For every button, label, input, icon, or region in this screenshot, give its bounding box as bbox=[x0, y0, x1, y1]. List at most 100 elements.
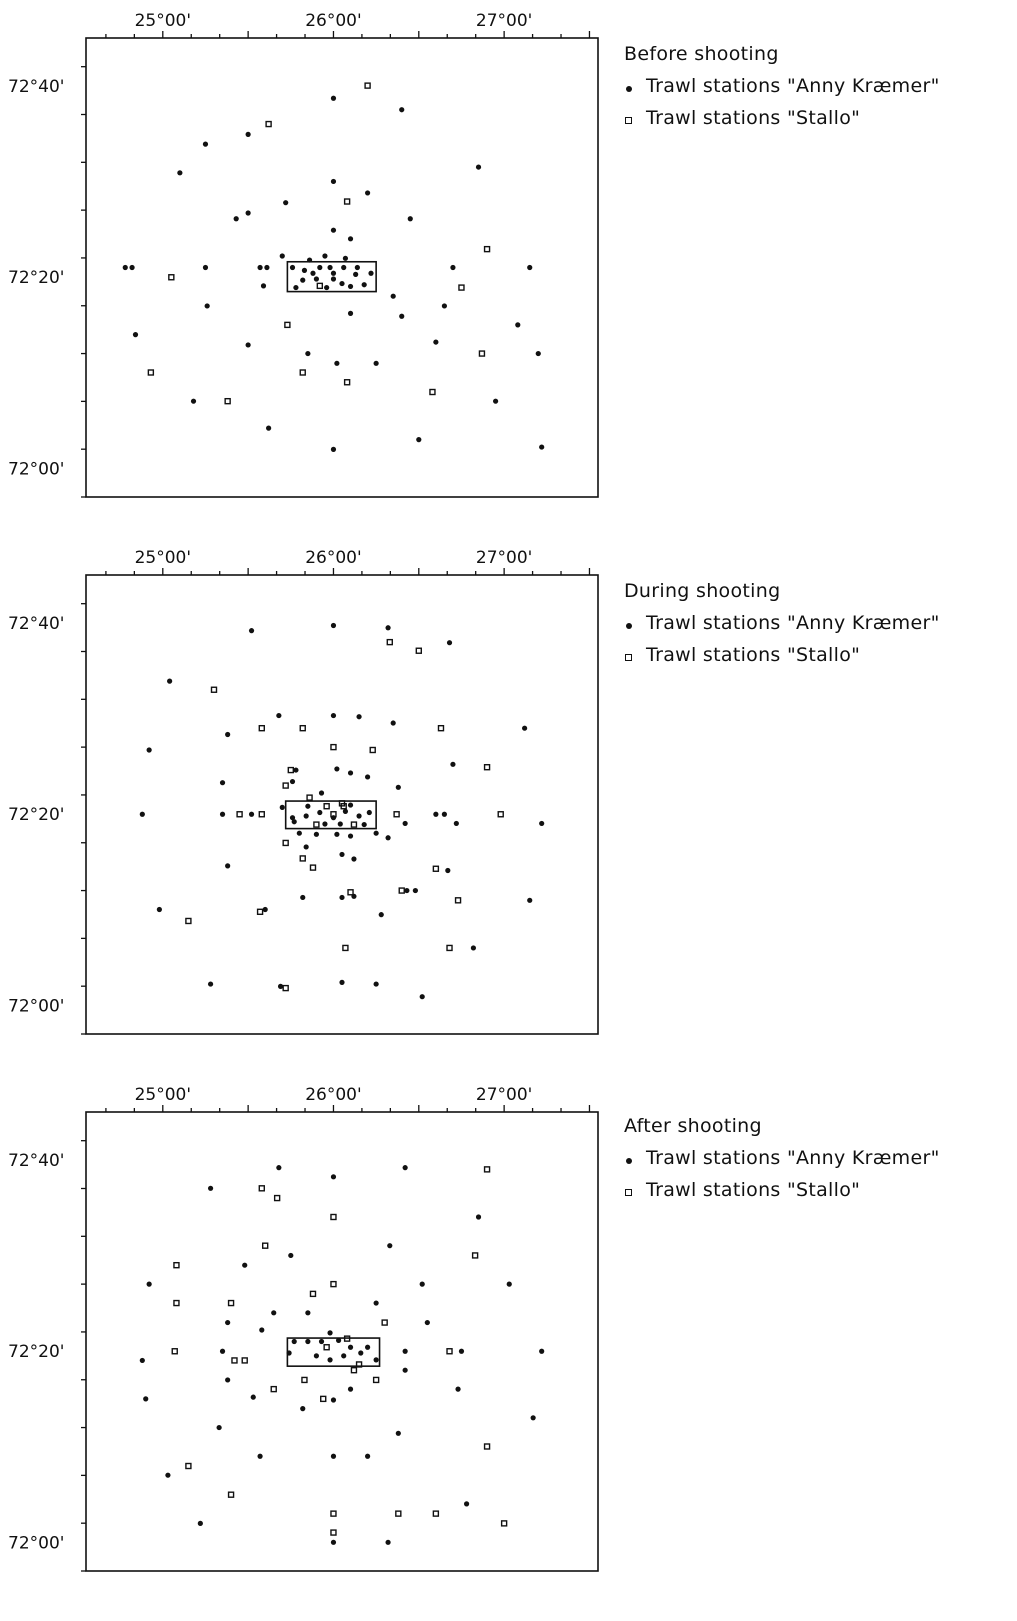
trawl-station-anny-kraemer-point bbox=[146, 1281, 152, 1287]
trawl-station-anny-kraemer-point bbox=[322, 821, 328, 827]
trawl-station-anny-kraemer-point bbox=[242, 1262, 248, 1268]
trawl-station-anny-kraemer-point bbox=[347, 770, 354, 776]
trawl-station-stallo-point bbox=[231, 1357, 238, 1364]
trawl-station-anny-kraemer-point bbox=[506, 1281, 512, 1287]
trawl-station-anny-kraemer-point bbox=[288, 1252, 294, 1259]
y-tick-label: 72°20' bbox=[8, 805, 64, 825]
trawl-station-anny-kraemer-point bbox=[167, 678, 173, 684]
trawl-station-stallo-point bbox=[386, 638, 393, 646]
trawl-station-stallo-point bbox=[415, 647, 422, 654]
trawl-station-anny-kraemer-point bbox=[146, 747, 152, 753]
trawl-station-stallo-point bbox=[258, 1185, 265, 1192]
trawl-station-anny-kraemer-point bbox=[266, 425, 272, 431]
trawl-station-anny-kraemer-point bbox=[330, 270, 337, 276]
trawl-station-stallo-point bbox=[273, 1194, 281, 1202]
trawl-station-anny-kraemer-point bbox=[334, 831, 340, 837]
trawl-station-anny-kraemer-point bbox=[262, 906, 268, 913]
trawl-station-stallo-point bbox=[227, 1299, 235, 1307]
x-tick-label: 27°00' bbox=[476, 548, 532, 568]
trawl-station-anny-kraemer-point bbox=[395, 1430, 401, 1436]
trawl-station-anny-kraemer-point bbox=[207, 981, 214, 987]
trawl-station-anny-kraemer-point bbox=[202, 141, 209, 147]
legend-title: During shooting bbox=[624, 580, 781, 602]
chart-during-shooting: 25°00' 26°00' 27°00' 72°40' 72°20' 72°00' Dur… bbox=[0, 537, 1017, 1077]
trawl-station-stallo-point bbox=[471, 1252, 479, 1259]
trawl-station-anny-kraemer-point bbox=[317, 809, 323, 816]
trawl-station-anny-kraemer-point bbox=[399, 313, 405, 319]
trawl-station-anny-kraemer-point bbox=[419, 1281, 425, 1287]
trawl-station-anny-kraemer-point bbox=[330, 712, 337, 719]
trawl-station-anny-kraemer-point bbox=[347, 833, 354, 839]
trawl-station-anny-kraemer-point bbox=[327, 264, 333, 271]
trawl-station-stallo-point bbox=[500, 1520, 508, 1527]
trawl-station-anny-kraemer-point bbox=[300, 277, 306, 283]
trawl-station-anny-kraemer-point bbox=[271, 1310, 277, 1316]
y-tick-label: 72°40' bbox=[8, 1151, 64, 1171]
trawl-station-anny-kraemer-point bbox=[219, 1348, 226, 1354]
trawl-station-stallo-point bbox=[395, 1510, 402, 1517]
trawl-station-anny-kraemer-point bbox=[245, 342, 251, 348]
legend-title: After shooting bbox=[624, 1115, 762, 1137]
trawl-station-stallo-point bbox=[330, 811, 337, 818]
legend-label: Trawl stations "Stallo" bbox=[646, 107, 861, 129]
trawl-station-stallo-point bbox=[437, 724, 445, 732]
trawl-station-stallo-point bbox=[347, 889, 354, 896]
legend-label: Trawl stations "Anny Kræmer" bbox=[646, 612, 940, 634]
legend-item-anny-kraemer: Trawl stations "Anny Kræmer" bbox=[624, 1142, 940, 1174]
trawl-station-stallo-point bbox=[432, 1510, 440, 1517]
trawl-station-anny-kraemer-point bbox=[365, 1344, 371, 1350]
trawl-station-anny-kraemer-point bbox=[283, 200, 289, 206]
trawl-station-anny-kraemer-point bbox=[219, 780, 226, 786]
trawl-station-anny-kraemer-point bbox=[317, 264, 323, 271]
trawl-station-stallo-point bbox=[381, 1319, 388, 1326]
trawl-station-stallo-point bbox=[432, 865, 440, 872]
trawl-station-anny-kraemer-point bbox=[303, 844, 309, 850]
y-tick-label: 72°40' bbox=[8, 77, 64, 97]
trawl-station-anny-kraemer-point bbox=[402, 1165, 408, 1171]
trawl-station-anny-kraemer-point bbox=[366, 809, 372, 816]
trawl-station-anny-kraemer-point bbox=[259, 1327, 265, 1333]
trawl-station-stallo-point bbox=[241, 1357, 248, 1364]
legend-title: Before shooting bbox=[624, 43, 779, 65]
trawl-station-anny-kraemer-point bbox=[245, 131, 251, 137]
trawl-station-anny-kraemer-point bbox=[291, 1338, 297, 1345]
trawl-station-anny-kraemer-point bbox=[177, 170, 183, 176]
y-tick-label: 72°00' bbox=[8, 1533, 64, 1553]
trawl-station-stallo-point bbox=[320, 1395, 327, 1403]
trawl-station-anny-kraemer-point bbox=[387, 1243, 393, 1249]
x-tick-label: 25°00' bbox=[135, 11, 191, 31]
trawl-station-stallo-point bbox=[343, 198, 351, 205]
trawl-station-stallo-point bbox=[330, 1529, 337, 1536]
trawl-station-anny-kraemer-point bbox=[156, 906, 162, 913]
trawl-station-anny-kraemer-point bbox=[347, 283, 354, 290]
trawl-station-anny-kraemer-point bbox=[327, 1357, 333, 1363]
legend-item-stallo: Trawl stations "Stallo" bbox=[624, 102, 940, 134]
trawl-station-anny-kraemer-point bbox=[493, 398, 499, 404]
trawl-station-stallo-point bbox=[258, 811, 265, 818]
trawl-station-stallo-point bbox=[483, 245, 491, 253]
trawl-station-stallo-point bbox=[330, 1280, 337, 1288]
trawl-station-anny-kraemer-point bbox=[260, 283, 267, 289]
legend: Before shooting Trawl stations "Anny Kræ… bbox=[624, 38, 940, 134]
trawl-station-anny-kraemer-point bbox=[216, 1424, 222, 1431]
trawl-station-anny-kraemer-point bbox=[225, 731, 231, 738]
trawl-station-anny-kraemer-point bbox=[300, 1406, 306, 1412]
trawl-station-anny-kraemer-point bbox=[441, 811, 447, 817]
trawl-station-anny-kraemer-point bbox=[197, 1520, 203, 1526]
trawl-station-stallo-point bbox=[147, 369, 155, 376]
trawl-station-anny-kraemer-point bbox=[257, 1453, 263, 1459]
y-tick-label: 72°20' bbox=[8, 268, 64, 288]
trawl-station-stallo-point bbox=[236, 811, 243, 818]
trawl-station-stallo-point bbox=[497, 811, 504, 818]
trawl-station-stallo-point bbox=[343, 379, 351, 386]
trawl-station-anny-kraemer-point bbox=[373, 1357, 379, 1363]
trawl-station-stallo-point bbox=[173, 1261, 180, 1269]
trawl-station-anny-kraemer-point bbox=[289, 778, 296, 785]
dot-marker-icon bbox=[624, 1142, 646, 1174]
legend-item-stallo: Trawl stations "Stallo" bbox=[624, 1174, 940, 1206]
trawl-station-anny-kraemer-point bbox=[373, 1300, 379, 1306]
trawl-station-anny-kraemer-point bbox=[277, 983, 284, 989]
trawl-station-anny-kraemer-point bbox=[291, 819, 297, 825]
trawl-station-anny-kraemer-point bbox=[330, 95, 337, 101]
y-tick-label: 72°00' bbox=[8, 459, 64, 479]
